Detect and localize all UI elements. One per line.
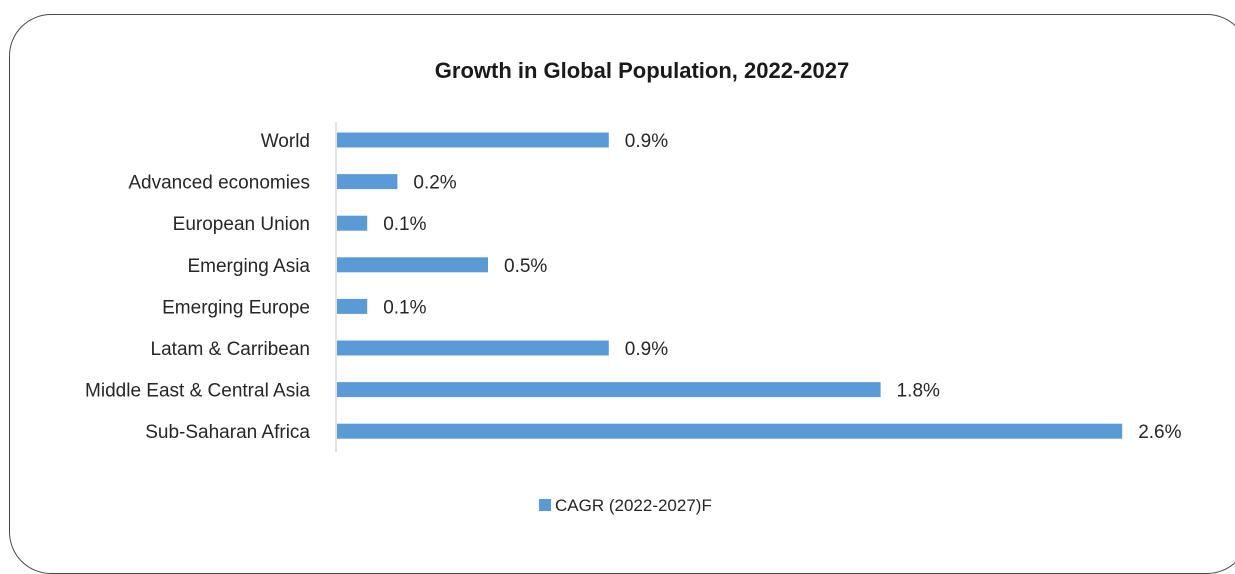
category-label: Emerging Europe	[162, 297, 310, 318]
bar	[337, 132, 609, 148]
category-label: Advanced economies	[128, 173, 310, 194]
bar	[337, 382, 881, 398]
bar	[337, 215, 368, 231]
data-label: 1.8%	[897, 381, 940, 402]
category-label: Latam & Carribean	[151, 339, 310, 360]
legend-label: CAGR (2022-2027)F	[555, 496, 712, 515]
chart-title: Growth in Global Population, 2022-2027	[435, 58, 849, 83]
data-label: 0.1%	[383, 214, 426, 235]
data-label: 0.2%	[413, 173, 456, 194]
category-label: European Union	[173, 214, 310, 235]
data-label: 0.9%	[625, 131, 668, 152]
bars-group: World 0.9% Advanced economies 0.2% European …	[85, 131, 1182, 443]
legend: CAGR (2022-2027)F	[539, 496, 712, 515]
bar-chart: Growth in Global Population, 2022-2027 W…	[85, 58, 1182, 515]
data-label: 0.1%	[383, 297, 426, 318]
category-label: Emerging Asia	[187, 256, 310, 277]
data-label: 2.6%	[1138, 422, 1181, 443]
category-label: Sub-Saharan Africa	[145, 422, 310, 443]
bar	[337, 298, 368, 314]
chart-frame	[9, 14, 1235, 574]
data-label: 0.5%	[504, 256, 547, 277]
bar	[337, 174, 398, 190]
legend-swatch	[539, 499, 551, 511]
category-label: World	[261, 131, 310, 152]
bar	[337, 340, 609, 356]
category-label: Middle East & Central Asia	[85, 381, 310, 402]
data-label: 0.9%	[625, 339, 668, 360]
bar	[337, 257, 488, 273]
bar	[337, 423, 1123, 439]
